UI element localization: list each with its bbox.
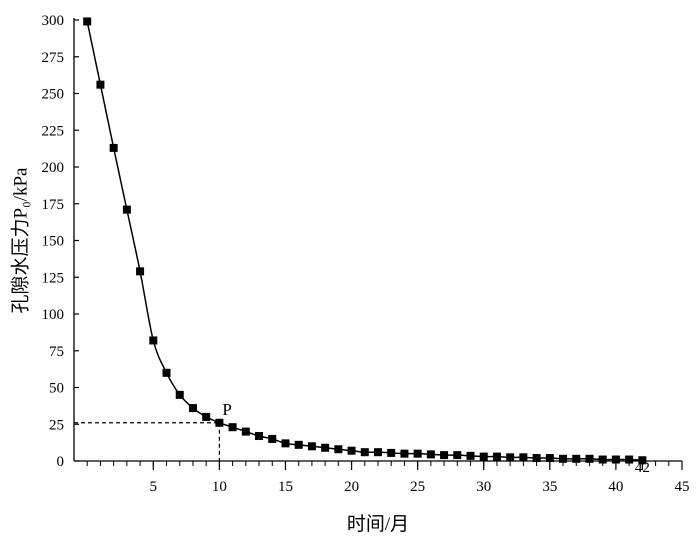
y-tick-label: 150 [42, 234, 65, 250]
labels: P 时间/月 孔隙水压力P₀/kPa [9, 167, 409, 535]
data-point [149, 336, 158, 345]
data-point [598, 455, 607, 464]
annotation-p: P [222, 400, 231, 419]
data-point [572, 454, 581, 463]
y-tick-label: 100 [42, 307, 65, 323]
y-tick-label: 200 [42, 160, 65, 176]
data-point [387, 448, 396, 457]
y-tick-label: 250 [42, 87, 65, 103]
x-tick-label: 5 [150, 479, 158, 495]
y-tick-label: 125 [42, 270, 65, 286]
data-point [268, 434, 277, 443]
y-tick-label: 225 [42, 123, 65, 139]
data-point [492, 452, 501, 461]
x-tick-label: 25 [410, 479, 425, 495]
y-tick-label: 300 [42, 13, 65, 29]
data-markers [83, 17, 647, 465]
data-point [400, 449, 409, 458]
data-point [506, 453, 515, 462]
x-tick-label: 45 [675, 479, 690, 495]
axes: 0 25 50 75 100 125 150 175 200 225 250 275 300 5 10 15 2… [42, 13, 690, 495]
data-point [162, 368, 171, 377]
guide-lines [74, 422, 220, 461]
data-point [466, 451, 475, 460]
data-point [202, 412, 211, 421]
x-tick-label: 15 [278, 479, 293, 495]
data-point [347, 446, 356, 455]
data-point [255, 432, 264, 441]
data-point [611, 455, 620, 464]
data-point [83, 17, 92, 26]
data-point [360, 448, 369, 457]
data-point [228, 423, 237, 432]
data-point [136, 267, 145, 276]
data-point [281, 439, 290, 448]
data-point [241, 427, 250, 436]
series-line [86, 21, 643, 462]
x-tick-label: 35 [542, 479, 557, 495]
data-point [109, 143, 118, 152]
data-point [413, 449, 422, 458]
data-point [188, 404, 197, 413]
x-tick-label: 30 [476, 479, 491, 495]
x-tick-label: 40 [608, 479, 623, 495]
x-tick-label: 10 [212, 479, 227, 495]
data-point [307, 442, 316, 451]
data-point [559, 454, 568, 463]
data-point [321, 443, 330, 452]
data-point [215, 418, 224, 427]
data-point [479, 452, 488, 461]
data-point [96, 80, 105, 89]
y-tick-label: 175 [42, 197, 65, 213]
data-point [334, 445, 343, 454]
x-tick-label: 20 [344, 479, 359, 495]
y-axis-title: 孔隙水压力P₀/kPa [9, 167, 31, 314]
x-axis-title: 时间/月 [347, 513, 409, 535]
data-point [426, 450, 435, 459]
data-point [545, 454, 554, 463]
y-tick-label: 25 [49, 417, 64, 433]
data-point [294, 440, 303, 449]
y-tick-label: 275 [42, 50, 65, 66]
data-point [374, 448, 382, 457]
data-point [453, 451, 462, 460]
data-point [122, 205, 131, 214]
data-point [440, 451, 449, 460]
data-curve [86, 21, 643, 462]
y-tick-label: 0 [57, 454, 65, 470]
data-point [175, 390, 184, 399]
y-tick-label: 50 [49, 381, 64, 397]
y-tick-label: 75 [49, 344, 64, 360]
data-point [532, 454, 541, 463]
data-point [638, 456, 647, 465]
data-point [519, 453, 528, 462]
data-point [625, 455, 634, 464]
data-point [585, 454, 594, 463]
